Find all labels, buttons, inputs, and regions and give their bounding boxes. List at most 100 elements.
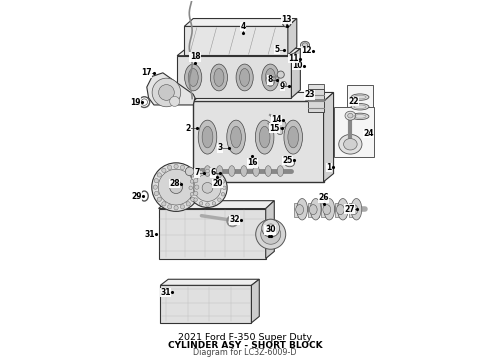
Polygon shape <box>159 201 274 208</box>
Circle shape <box>152 163 200 211</box>
Ellipse shape <box>185 64 202 91</box>
Circle shape <box>180 165 185 170</box>
Text: 21: 21 <box>264 225 274 234</box>
Ellipse shape <box>351 104 369 110</box>
Bar <box>347 85 372 121</box>
Text: 31: 31 <box>160 288 171 297</box>
Ellipse shape <box>265 166 271 176</box>
Circle shape <box>152 78 181 107</box>
Ellipse shape <box>217 166 223 176</box>
Text: 27: 27 <box>344 205 355 214</box>
Ellipse shape <box>284 120 302 154</box>
Text: 25: 25 <box>282 156 293 165</box>
Text: 1: 1 <box>326 163 332 172</box>
Text: 10: 10 <box>292 61 303 70</box>
Circle shape <box>194 179 198 183</box>
Text: 2021 Ford F-350 Super Duty: 2021 Ford F-350 Super Duty <box>178 333 312 342</box>
Text: 17: 17 <box>142 68 152 77</box>
Ellipse shape <box>253 166 259 176</box>
Circle shape <box>168 205 172 209</box>
Circle shape <box>191 197 195 202</box>
Ellipse shape <box>323 204 331 215</box>
Text: 32: 32 <box>229 216 240 225</box>
Circle shape <box>194 192 198 195</box>
Circle shape <box>261 224 281 244</box>
Text: 2: 2 <box>185 124 191 133</box>
Ellipse shape <box>255 120 274 154</box>
Polygon shape <box>184 26 288 55</box>
Ellipse shape <box>188 68 198 86</box>
Circle shape <box>188 168 227 207</box>
Polygon shape <box>292 49 300 98</box>
Ellipse shape <box>214 68 224 86</box>
Text: 19: 19 <box>130 98 141 107</box>
Ellipse shape <box>351 198 362 220</box>
Polygon shape <box>184 18 297 26</box>
Polygon shape <box>193 93 334 102</box>
Text: 14: 14 <box>271 116 281 125</box>
Circle shape <box>221 180 225 183</box>
Circle shape <box>199 171 203 174</box>
Ellipse shape <box>300 41 310 49</box>
Polygon shape <box>177 56 292 98</box>
Ellipse shape <box>266 68 275 86</box>
Circle shape <box>222 186 226 190</box>
Circle shape <box>191 173 195 177</box>
Ellipse shape <box>204 166 211 176</box>
Polygon shape <box>160 279 259 285</box>
Circle shape <box>262 219 280 237</box>
Ellipse shape <box>231 126 242 148</box>
Ellipse shape <box>236 64 253 91</box>
Circle shape <box>186 168 191 172</box>
Polygon shape <box>266 201 274 258</box>
Circle shape <box>277 129 283 135</box>
Circle shape <box>162 168 166 172</box>
Text: 6: 6 <box>210 168 216 177</box>
Circle shape <box>170 96 180 107</box>
Circle shape <box>221 193 225 196</box>
Polygon shape <box>308 84 323 89</box>
Ellipse shape <box>296 204 304 215</box>
Circle shape <box>195 185 199 189</box>
Text: 11: 11 <box>288 54 298 63</box>
Ellipse shape <box>309 204 317 215</box>
Text: 7: 7 <box>194 168 199 177</box>
Text: 22: 22 <box>349 97 359 106</box>
Ellipse shape <box>339 134 362 154</box>
Circle shape <box>190 193 194 196</box>
Ellipse shape <box>297 198 308 220</box>
Circle shape <box>256 219 286 249</box>
Circle shape <box>154 192 158 195</box>
Polygon shape <box>294 203 305 217</box>
Circle shape <box>174 206 178 210</box>
Circle shape <box>162 202 166 206</box>
Circle shape <box>279 121 286 128</box>
Ellipse shape <box>210 64 227 91</box>
Ellipse shape <box>288 126 298 148</box>
Text: 9: 9 <box>280 82 285 91</box>
Circle shape <box>293 60 300 67</box>
Text: 5: 5 <box>274 45 280 54</box>
Ellipse shape <box>351 94 369 100</box>
Ellipse shape <box>351 113 369 120</box>
Bar <box>334 107 373 157</box>
Polygon shape <box>308 203 319 217</box>
Circle shape <box>277 71 284 78</box>
Text: 23: 23 <box>304 90 315 99</box>
Circle shape <box>180 205 185 209</box>
Circle shape <box>186 202 191 206</box>
Ellipse shape <box>338 198 348 220</box>
Circle shape <box>170 181 182 194</box>
Circle shape <box>212 171 216 174</box>
Ellipse shape <box>324 198 335 220</box>
Circle shape <box>194 174 197 178</box>
Text: 4: 4 <box>241 22 246 31</box>
Circle shape <box>190 180 194 183</box>
Circle shape <box>218 174 221 178</box>
Circle shape <box>159 85 174 100</box>
Circle shape <box>267 231 274 238</box>
Text: 30: 30 <box>266 225 276 234</box>
Text: 8: 8 <box>268 76 273 85</box>
Polygon shape <box>177 49 300 56</box>
Bar <box>308 89 323 112</box>
